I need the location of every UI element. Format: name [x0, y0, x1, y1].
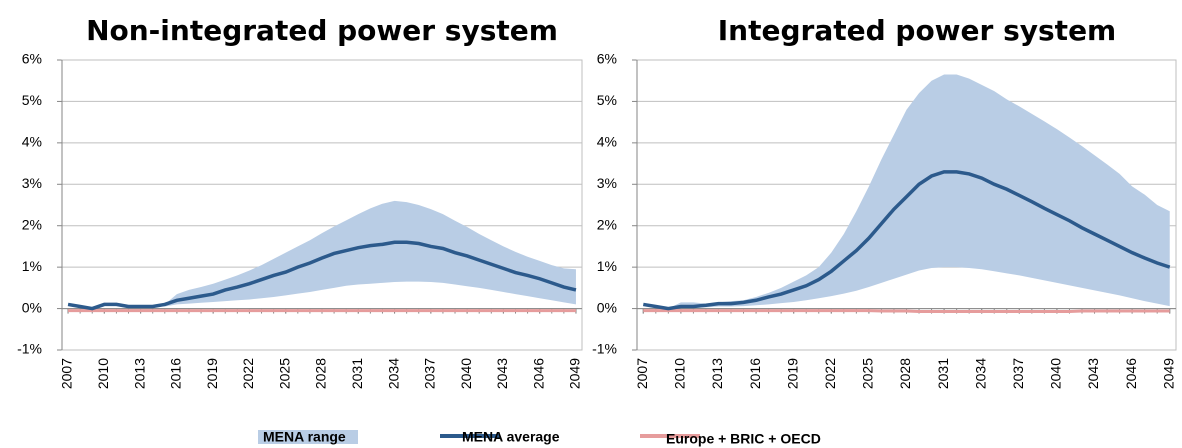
x-tick-label: 2028 — [897, 358, 913, 389]
range-area — [68, 200, 576, 309]
y-tick-label: 2% — [22, 216, 42, 232]
x-tick-label: 2046 — [1123, 358, 1139, 389]
legend-label: MENA range — [263, 429, 346, 445]
y-tick-label: 1% — [597, 258, 617, 274]
y-tick-label: 5% — [22, 92, 42, 108]
x-tick-label: 2016 — [168, 358, 184, 389]
x-tick-label: 2010 — [672, 358, 688, 389]
legend-swatch — [258, 430, 358, 444]
y-tick-label: 0% — [597, 299, 617, 315]
x-tick-label: 2025 — [276, 358, 292, 389]
x-tick-label: 2049 — [1160, 358, 1176, 389]
x-tick-label: 2034 — [972, 358, 988, 389]
y-tick-label: 3% — [22, 175, 42, 191]
x-tick-label: 2040 — [1048, 358, 1064, 389]
chart-title: Non-integrated power system — [86, 14, 558, 47]
x-tick-label: 2010 — [95, 358, 111, 389]
legend-label: MENA average — [462, 429, 560, 445]
y-tick-label: -1% — [592, 341, 617, 357]
x-tick-label: 2046 — [530, 358, 546, 389]
x-tick-label: 2028 — [313, 358, 329, 389]
x-tick-label: 2019 — [784, 358, 800, 389]
x-tick-label: 2022 — [822, 358, 838, 389]
legend-label: Europe + BRIC + OECD — [666, 431, 821, 447]
x-tick-label: 2037 — [422, 358, 438, 389]
y-tick-label: -1% — [17, 341, 42, 357]
x-tick-label: 2049 — [567, 358, 583, 389]
x-tick-label: 2022 — [240, 358, 256, 389]
y-tick-label: 2% — [597, 216, 617, 232]
y-tick-label: 3% — [597, 175, 617, 191]
x-tick-label: 2019 — [204, 358, 220, 389]
y-tick-label: 6% — [22, 51, 42, 67]
x-tick-label: 2013 — [709, 358, 725, 389]
y-tick-label: 0% — [22, 299, 42, 315]
y-tick-label: 5% — [597, 92, 617, 108]
series-line — [67, 240, 577, 311]
x-tick-label: 2040 — [458, 358, 474, 389]
y-tick-label: 4% — [22, 134, 42, 150]
range-area — [643, 74, 1170, 309]
series-line — [643, 309, 1170, 313]
x-tick-label: 2031 — [349, 358, 365, 389]
x-tick-label: 2037 — [1010, 358, 1026, 389]
x-tick-label: 2043 — [494, 358, 510, 389]
y-tick-label: 6% — [597, 51, 617, 67]
y-tick-label: 4% — [597, 134, 617, 150]
x-tick-label: 2013 — [131, 358, 147, 389]
y-tick-label: 1% — [22, 258, 42, 274]
legend: MENA range MENA average Europe + BRIC + … — [258, 429, 821, 447]
x-tick-label: 2025 — [860, 358, 876, 389]
x-tick-label: 2016 — [747, 358, 763, 389]
series-line — [642, 170, 1171, 311]
chart-title: Integrated power system — [718, 14, 1116, 47]
x-tick-label: 2034 — [385, 358, 401, 389]
x-tick-label: 2007 — [59, 358, 75, 389]
x-tick-label: 2043 — [1085, 358, 1101, 389]
x-tick-label: 2007 — [634, 358, 650, 389]
x-tick-label: 2031 — [935, 358, 951, 389]
